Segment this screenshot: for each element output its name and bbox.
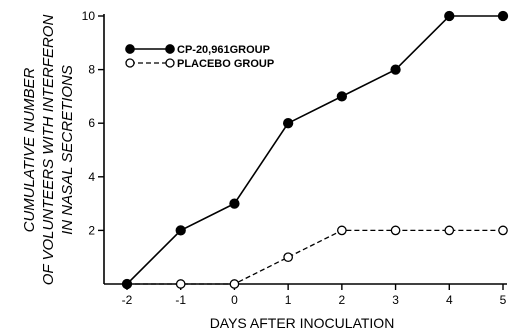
data-point-cp xyxy=(282,118,294,129)
data-point-placebo xyxy=(390,225,401,236)
x-tick-label: 4 xyxy=(446,293,453,307)
x-tick-label: 2 xyxy=(339,293,346,307)
x-tick-label: 3 xyxy=(392,293,399,307)
y-tick-label: 6 xyxy=(88,116,95,130)
y-axis-title-line-1: CUMULATIVE NUMBER xyxy=(21,67,38,232)
x-tick-label: -1 xyxy=(175,293,186,307)
legend-marker-cp-end xyxy=(165,44,175,54)
data-point-placebo xyxy=(337,225,347,236)
y-axis-title-line-3: IN NASAL SECRETIONS xyxy=(59,65,76,235)
y-axis-title-line-2: OF VOLUNTEERS WITH INTERFERON xyxy=(40,15,57,286)
series-layer xyxy=(121,10,509,290)
data-point-cp xyxy=(336,91,348,102)
x-tick-label: -2 xyxy=(122,293,133,307)
y-tick-label: 10 xyxy=(82,9,96,23)
series-line-placebo xyxy=(127,229,503,285)
data-point-placebo xyxy=(229,279,240,289)
legend-label-placebo: PLACEBO GROUP xyxy=(177,58,274,70)
legend-marker-cp-start xyxy=(125,44,135,54)
series-line-cp xyxy=(126,15,503,285)
data-point-cp xyxy=(175,225,186,236)
y-axis-title: CUMULATIVE NUMBER OF VOLUNTEERS WITH INT… xyxy=(21,15,76,286)
data-point-cp xyxy=(121,278,133,290)
x-tick-label: 5 xyxy=(500,293,507,307)
x-tick-label: 1 xyxy=(285,293,292,307)
data-point-placebo xyxy=(283,252,293,263)
y-tick-label: 4 xyxy=(88,170,95,184)
data-point-placebo xyxy=(175,279,186,289)
data-point-placebo xyxy=(498,225,508,236)
axis-ticks: -2 -1 0 1 2 3 4 5 2 4 6 8 10 xyxy=(82,9,507,307)
data-point-cp xyxy=(390,64,401,75)
y-tick-label: 2 xyxy=(88,223,95,237)
data-point-cp xyxy=(497,10,509,22)
legend-label-cp: CP-20,961GROUP xyxy=(177,44,270,56)
legend: CP-20,961GROUP PLACEBO GROUP xyxy=(125,44,274,70)
legend-marker-placebo-end xyxy=(165,58,175,68)
legend-marker-placebo-start xyxy=(125,58,135,68)
x-axis-title: DAYS AFTER INOCULATION xyxy=(210,315,395,331)
y-tick-label: 8 xyxy=(88,63,95,77)
x-tick-label: 0 xyxy=(231,293,238,307)
data-point-cp xyxy=(229,198,240,209)
data-point-cp xyxy=(444,10,455,22)
data-point-placebo xyxy=(444,225,455,236)
